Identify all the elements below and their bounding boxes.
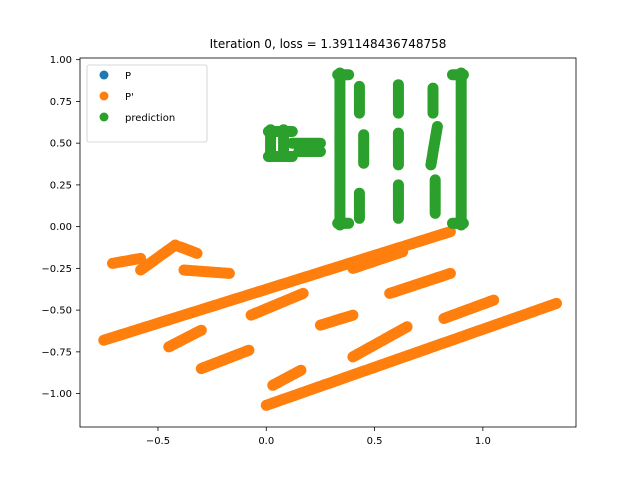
data-point — [401, 321, 413, 333]
data-point — [135, 252, 147, 264]
data-point — [392, 179, 404, 191]
data-point — [343, 69, 355, 81]
x-tick-label: 1.0 — [475, 436, 491, 447]
data-point — [427, 82, 439, 94]
legend-marker — [99, 91, 109, 101]
axes-frame — [79, 57, 577, 428]
y-axis: −1.00 −0.75 −0.50 −0.25 0.00 0.25 0.50 0.75 1.00 — [41, 55, 80, 400]
data-point — [243, 344, 255, 356]
data-point — [457, 69, 469, 81]
data-point — [551, 297, 562, 309]
data-point — [431, 121, 443, 132]
data-point — [397, 246, 409, 258]
data-point — [265, 124, 277, 136]
data-point — [457, 217, 469, 229]
data-point — [195, 324, 207, 336]
data-point — [392, 127, 404, 139]
data-point — [297, 287, 309, 299]
y-tick-label: −0.50 — [41, 306, 72, 317]
data-point — [488, 294, 500, 306]
data-point — [429, 174, 441, 186]
data-point — [444, 226, 456, 238]
legend-label: prediction — [125, 113, 175, 124]
data-point — [444, 267, 456, 279]
y-tick-label: 0.75 — [50, 97, 72, 108]
x-tick-label: −0.5 — [146, 436, 170, 447]
x-tick-label: 0.5 — [367, 436, 383, 447]
data-point — [223, 267, 235, 279]
points-layer — [98, 67, 562, 411]
data-point — [343, 217, 355, 229]
data-point — [353, 187, 365, 199]
legend-label: P — [125, 71, 131, 82]
data-point — [191, 247, 203, 259]
y-tick-label: 0.50 — [50, 139, 72, 150]
y-tick-label: 0.00 — [50, 222, 72, 233]
series-prediction — [262, 67, 469, 231]
legend-box — [86, 64, 208, 143]
legend-label: P' — [125, 92, 134, 103]
legend-marker — [99, 112, 109, 122]
x-tick-label: 0.0 — [258, 436, 274, 447]
data-point — [347, 309, 359, 321]
data-point — [314, 137, 326, 149]
y-tick-label: 0.25 — [50, 180, 72, 191]
legend-marker — [99, 70, 109, 80]
data-point — [314, 146, 326, 157]
y-tick-label: −0.25 — [41, 264, 72, 275]
legend: P P' prediction — [86, 64, 208, 143]
data-point — [295, 364, 307, 376]
y-tick-label: −0.75 — [41, 347, 72, 358]
data-point — [278, 124, 290, 136]
data-point — [353, 80, 365, 92]
chart-title: Iteration 0, loss = 1.391148436748758 — [210, 37, 447, 51]
data-point — [358, 129, 370, 141]
data-point — [392, 79, 404, 91]
y-tick-label: 1.00 — [50, 55, 72, 66]
data-point — [286, 126, 298, 137]
x-axis: −0.5 0.0 0.5 1.0 — [146, 427, 491, 447]
series-p — [98, 226, 562, 411]
y-tick-label: −1.00 — [41, 389, 72, 400]
